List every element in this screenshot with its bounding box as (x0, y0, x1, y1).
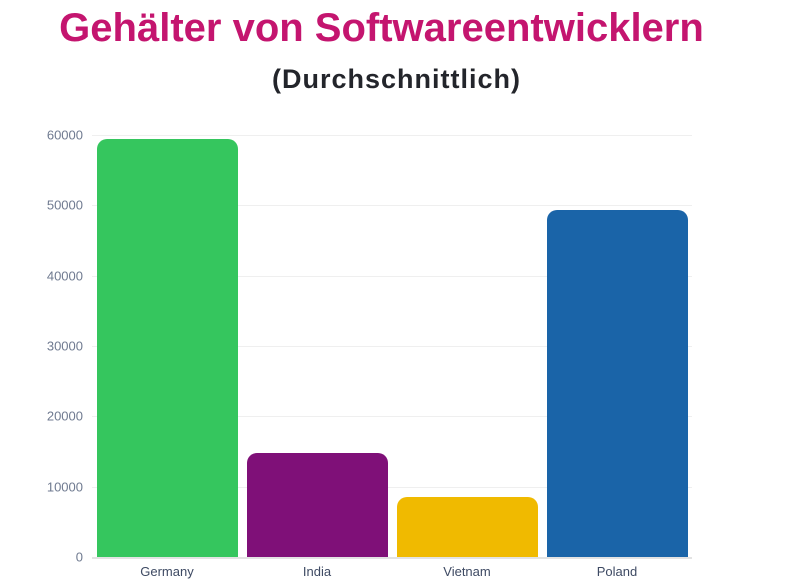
gridline-60000 (92, 135, 692, 136)
y-tick-label-10000: 10000 (46, 479, 83, 495)
bar-india (246, 452, 388, 557)
x-tick-label-vietnam: Vietnam (443, 564, 491, 579)
x-tick-label-poland: Poland (596, 564, 638, 579)
chart-title: Gehälter von Softwareentwicklern (59, 6, 704, 50)
chart-subtitle: (Durchschnittlich) (271, 64, 521, 94)
gridline-30000 (92, 346, 692, 347)
y-tick-label-0: 0 (75, 549, 83, 565)
bar-vietnam (396, 497, 538, 557)
gridline-20000 (92, 416, 692, 418)
gridline-40000 (92, 275, 692, 277)
x-tick-label-germany: Germany (140, 564, 194, 579)
bar-germany (96, 138, 238, 557)
y-tick-label-40000: 40000 (46, 268, 83, 284)
gridline-10000 (92, 486, 692, 488)
y-tick-label-50000: 50000 (46, 197, 83, 213)
y-tick-label-30000: 30000 (46, 338, 83, 354)
x-tick-label-india: India (302, 564, 332, 579)
y-tick-label-60000: 60000 (46, 127, 83, 143)
bar-poland (546, 209, 688, 557)
y-tick-label-20000: 20000 (46, 408, 83, 424)
plot-area: 0 10000 20000 30000 40000 50000 60000 Germany In… (47, 128, 692, 579)
gridline-50000 (92, 205, 692, 207)
